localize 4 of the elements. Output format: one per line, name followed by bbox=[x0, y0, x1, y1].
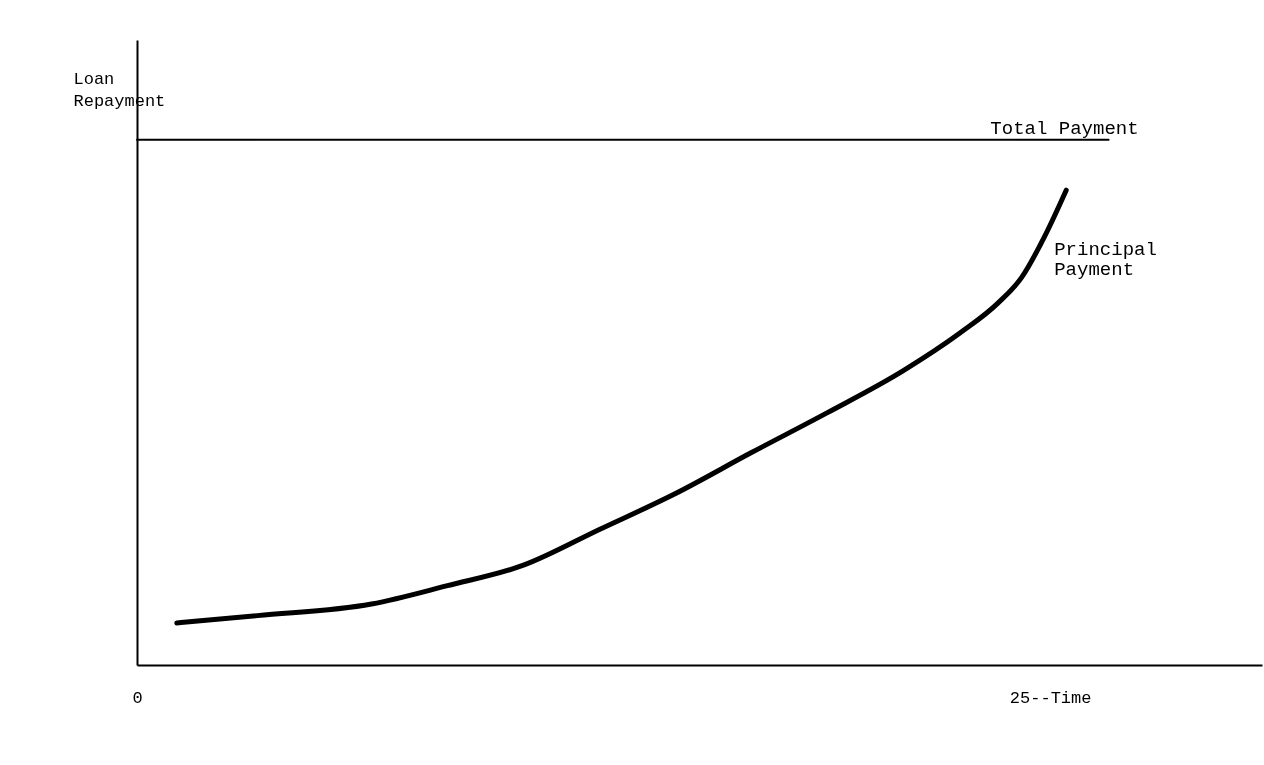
series-label: Principal Payment bbox=[1054, 239, 1157, 282]
series-label: Total Payment bbox=[990, 117, 1139, 140]
x-tick-label: 0 bbox=[132, 688, 143, 708]
x-tick-label: 25--Time bbox=[1009, 688, 1092, 708]
